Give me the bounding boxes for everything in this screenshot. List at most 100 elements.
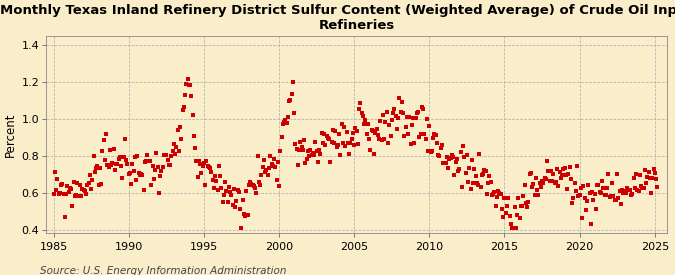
Point <box>529 193 540 197</box>
Point <box>201 159 212 163</box>
Point <box>67 204 78 208</box>
Point <box>254 180 265 185</box>
Point <box>627 192 638 196</box>
Point <box>593 182 604 187</box>
Point <box>381 110 392 115</box>
Point <box>643 170 654 174</box>
Point <box>220 180 231 185</box>
Point <box>126 182 136 186</box>
Point <box>308 152 319 157</box>
Point <box>271 178 282 182</box>
Point <box>478 172 489 176</box>
Point <box>368 129 379 133</box>
Point <box>227 202 238 207</box>
Point <box>314 147 325 152</box>
Point <box>544 179 555 183</box>
Point <box>491 194 502 199</box>
Point <box>468 181 479 186</box>
Point <box>360 118 371 122</box>
Point <box>74 183 85 188</box>
Point <box>171 145 182 149</box>
Point <box>585 222 596 226</box>
Point <box>453 169 464 174</box>
Point <box>150 168 161 172</box>
Point <box>589 192 600 196</box>
Point <box>161 153 171 157</box>
Point <box>396 100 407 104</box>
Point <box>420 137 431 142</box>
Point <box>251 190 262 195</box>
Point <box>61 192 72 197</box>
Point <box>140 160 151 164</box>
Point <box>610 197 620 202</box>
Point <box>194 159 205 163</box>
Point <box>490 203 501 208</box>
Point <box>68 180 79 184</box>
Point <box>252 154 263 158</box>
Point <box>597 179 608 183</box>
Point <box>329 141 340 145</box>
Point <box>437 161 448 165</box>
Point <box>427 149 437 154</box>
Point <box>267 164 278 168</box>
Point <box>323 135 333 140</box>
Point <box>541 177 551 182</box>
Point <box>531 175 541 180</box>
Point <box>345 141 356 145</box>
Point <box>578 183 589 188</box>
Point <box>121 158 132 163</box>
Point <box>246 182 257 186</box>
Point <box>522 204 533 209</box>
Point <box>97 149 108 153</box>
Point <box>429 132 439 136</box>
Point <box>159 153 169 157</box>
Point <box>572 164 583 169</box>
Point <box>446 153 457 157</box>
Point <box>406 123 417 127</box>
Point <box>90 169 101 174</box>
Point <box>102 163 113 167</box>
Point <box>82 183 92 188</box>
Point <box>59 214 70 219</box>
Point <box>423 148 433 153</box>
Point <box>232 188 243 192</box>
Point <box>487 192 497 197</box>
Point <box>107 161 118 166</box>
Point <box>624 188 635 192</box>
Point <box>629 186 640 190</box>
Point <box>105 148 115 152</box>
Point <box>163 163 174 167</box>
Point <box>159 153 170 158</box>
Point <box>628 176 639 180</box>
Point <box>330 128 341 133</box>
Point <box>186 94 196 98</box>
Point <box>275 149 286 153</box>
Point <box>307 151 318 156</box>
Point <box>548 172 559 177</box>
Point <box>464 166 475 170</box>
Point <box>472 180 483 185</box>
Point <box>620 191 631 195</box>
Point <box>370 131 381 136</box>
Point <box>112 161 123 166</box>
Point <box>607 181 618 185</box>
Point <box>212 188 223 192</box>
Point <box>70 194 80 198</box>
Point <box>223 185 234 189</box>
Point <box>402 115 412 119</box>
Point <box>408 116 418 120</box>
Point <box>443 166 454 170</box>
Point <box>454 167 465 171</box>
Point <box>616 202 626 206</box>
Point <box>172 128 183 132</box>
Point <box>216 186 227 190</box>
Point <box>240 214 250 218</box>
Point <box>264 166 275 170</box>
Point <box>203 165 214 169</box>
Point <box>72 181 83 185</box>
Point <box>641 181 651 185</box>
Point <box>310 140 321 145</box>
Point <box>219 193 230 197</box>
Point <box>118 155 129 159</box>
Point <box>265 153 275 158</box>
